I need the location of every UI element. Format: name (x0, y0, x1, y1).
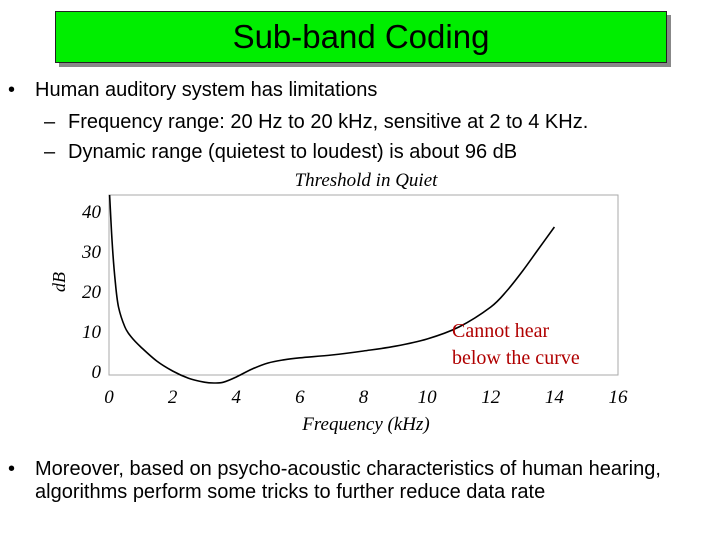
y-tick-label: 10 (82, 322, 102, 343)
x-tick-label: 4 (232, 387, 242, 408)
y-tick-label: 30 (81, 242, 102, 263)
y-tick-label: 20 (82, 282, 102, 303)
sub-bullet-item: – Dynamic range (quietest to loudest) is … (44, 141, 517, 164)
x-tick-label: 0 (104, 387, 114, 408)
bullet-dot-icon: • (8, 79, 16, 101)
dash-icon: – (44, 111, 56, 133)
bullet-dot-icon: • (8, 458, 16, 480)
chart-title: Threshold in Quiet (295, 170, 439, 191)
y-axis-label: dB (49, 272, 69, 292)
sub-bullet-text: Dynamic range (quietest to loudest) is a… (68, 141, 518, 163)
y-tick-label: 40 (82, 202, 102, 223)
y-tick-label: 0 (92, 362, 102, 383)
x-tick-label: 12 (481, 387, 501, 408)
x-tick-label: 16 (609, 387, 629, 408)
plot-frame (108, 194, 619, 376)
x-tick-label: 8 (359, 387, 369, 408)
sub-bullet-text: Frequency range: 20 Hz to 20 kHz, sensit… (68, 111, 589, 133)
slide-title-box: Sub-band Coding (55, 11, 667, 63)
bullet-item: • Human auditory system has limitations (8, 79, 377, 102)
annotation-line-2: below the curve (452, 347, 580, 369)
x-tick-label: 2 (168, 387, 178, 408)
x-axis-label: Frequency (kHz) (301, 414, 429, 435)
sub-bullet-item: – Frequency range: 20 Hz to 20 kHz, sensi… (44, 111, 588, 134)
bullet-item: • Moreover, based on psycho-acoustic cha… (8, 458, 698, 504)
dash-icon: – (44, 141, 56, 163)
x-tick-label: 14 (545, 387, 565, 408)
x-tick-label: 10 (418, 387, 438, 408)
bullet-text: Moreover, based on psycho-acoustic chara… (35, 458, 661, 503)
threshold-curve-line (108, 194, 556, 384)
slide-title: Sub-band Coding (232, 18, 490, 55)
annotation-line-1: Cannot hear (452, 320, 550, 342)
bullet-text: Human auditory system has limitations (35, 79, 378, 101)
x-tick-label: 6 (295, 387, 305, 408)
